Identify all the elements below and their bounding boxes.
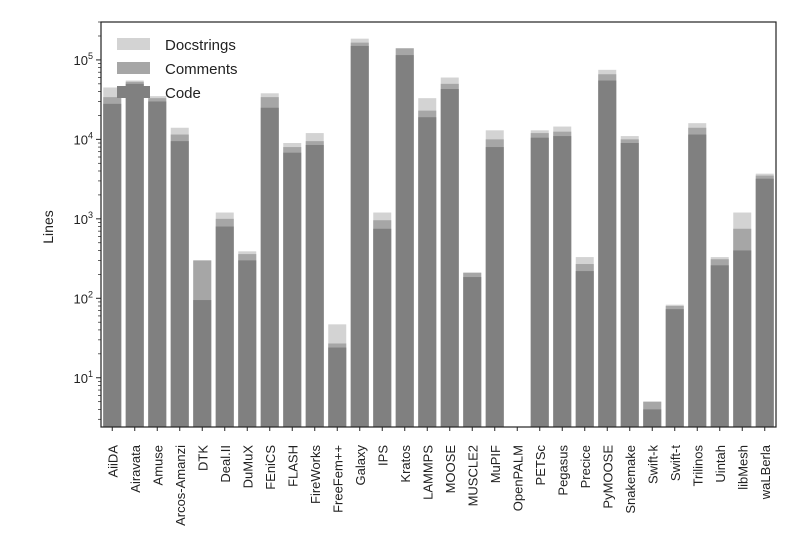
bar-code-muscle2	[463, 277, 482, 427]
y-axis-label: Lines	[40, 210, 56, 243]
bar-code-arcos-amanzi	[170, 141, 189, 427]
x-tick-label: FireWorks	[308, 445, 323, 504]
y-tick-label: 104	[74, 130, 93, 147]
y-tick-label: 105	[74, 51, 93, 68]
x-tick-label: PETSc	[533, 445, 548, 486]
x-tick-label: LAMMPS	[420, 445, 435, 500]
x-tick-label: Swift-k	[645, 445, 660, 485]
x-tick-label: OpenPALM	[510, 445, 525, 511]
y-tick-label: 103	[74, 210, 93, 227]
x-tick-label: Kratos	[398, 445, 413, 483]
bar-code-swift-t	[665, 309, 684, 427]
x-tick-label: Deal.II	[218, 445, 233, 483]
bar-code-amuse	[148, 101, 167, 428]
bar-code-moose	[440, 89, 459, 427]
x-tick-label: Galaxy	[353, 445, 368, 486]
x-tick-label: libMesh	[735, 445, 750, 490]
x-tick-label: MUSCLE2	[465, 445, 480, 506]
bar-code-flash	[283, 152, 302, 427]
bar-code-pymoose	[598, 80, 617, 427]
bar-code-lammps	[418, 117, 437, 427]
x-tick-label: MuPIF	[488, 445, 503, 483]
y-tick-label: 101	[74, 369, 93, 386]
bar-code-petsc	[530, 137, 549, 427]
bar-code-walberla	[755, 178, 774, 427]
bar-code-swift-k	[643, 409, 662, 427]
legend-swatch-code	[117, 86, 150, 98]
bar-code-deal-ii	[215, 226, 234, 427]
bar-code-libmesh	[733, 250, 752, 427]
y-tick-label: 102	[74, 289, 93, 306]
bars-group	[103, 38, 774, 428]
x-tick-label: Precice	[578, 445, 593, 488]
legend-label-comments: Comments	[165, 61, 238, 78]
x-tick-label: Swift-t	[668, 445, 683, 482]
bar-code-dumux	[238, 260, 257, 427]
bar-code-precice	[575, 271, 594, 427]
x-tick-label: FEniCS	[263, 445, 278, 490]
bar-code-dtk	[193, 300, 212, 427]
x-tick-label: Amuse	[150, 445, 165, 485]
y-ticks-group: 101 102 103 104 105	[74, 21, 101, 420]
bar-code-aiida	[103, 103, 122, 427]
bar-code-mupif	[485, 147, 504, 427]
x-tick-label: FLASH	[285, 445, 300, 487]
bar-code-kratos	[395, 55, 414, 428]
legend-swatch-comments	[117, 62, 150, 74]
legend-swatch-docstrings	[117, 38, 150, 50]
legend-label-docstrings: Docstrings	[165, 37, 236, 54]
legend: Docstrings Comments Code	[117, 37, 238, 102]
x-tick-label: DuMuX	[240, 445, 255, 489]
bar-code-uintah	[710, 265, 729, 427]
bar-code-pegasus	[553, 136, 572, 427]
plot-background	[101, 22, 776, 427]
x-tick-label: FreeFem++	[330, 445, 345, 513]
x-tick-label: Snakemake	[623, 445, 638, 514]
x-tick-label: Airavata	[128, 444, 143, 492]
x-tick-label: AiiDA	[105, 445, 120, 478]
plot-frame	[100, 21, 777, 428]
x-tick-label: Pegasus	[555, 445, 570, 496]
x-tick-label: IPS	[375, 445, 390, 466]
bar-code-fenics	[260, 107, 279, 427]
x-ticks-group: AiiDA Airavata Amuse Arcos-Amanzi DTK Deal.II…	[105, 427, 773, 526]
bar-code-ips	[373, 228, 392, 427]
x-tick-label: Arcos-Amanzi	[173, 445, 188, 526]
bar-code-snakemake	[620, 143, 639, 427]
x-tick-label: MOOSE	[443, 445, 458, 494]
bar-code-airavata	[125, 83, 144, 427]
x-tick-label: waLBerla	[758, 444, 773, 500]
x-tick-label: PyMOOSE	[600, 445, 615, 509]
bar-code-freefem	[328, 347, 347, 427]
bar-code-galaxy	[350, 45, 369, 428]
x-tick-label: DTK	[195, 445, 210, 471]
bar-code-fireworks	[305, 144, 324, 428]
bar-code-trilinos	[688, 134, 707, 428]
x-tick-label: Trilinos	[690, 445, 705, 487]
x-tick-label: Uintah	[713, 445, 728, 483]
legend-label-code: Code	[165, 85, 201, 102]
